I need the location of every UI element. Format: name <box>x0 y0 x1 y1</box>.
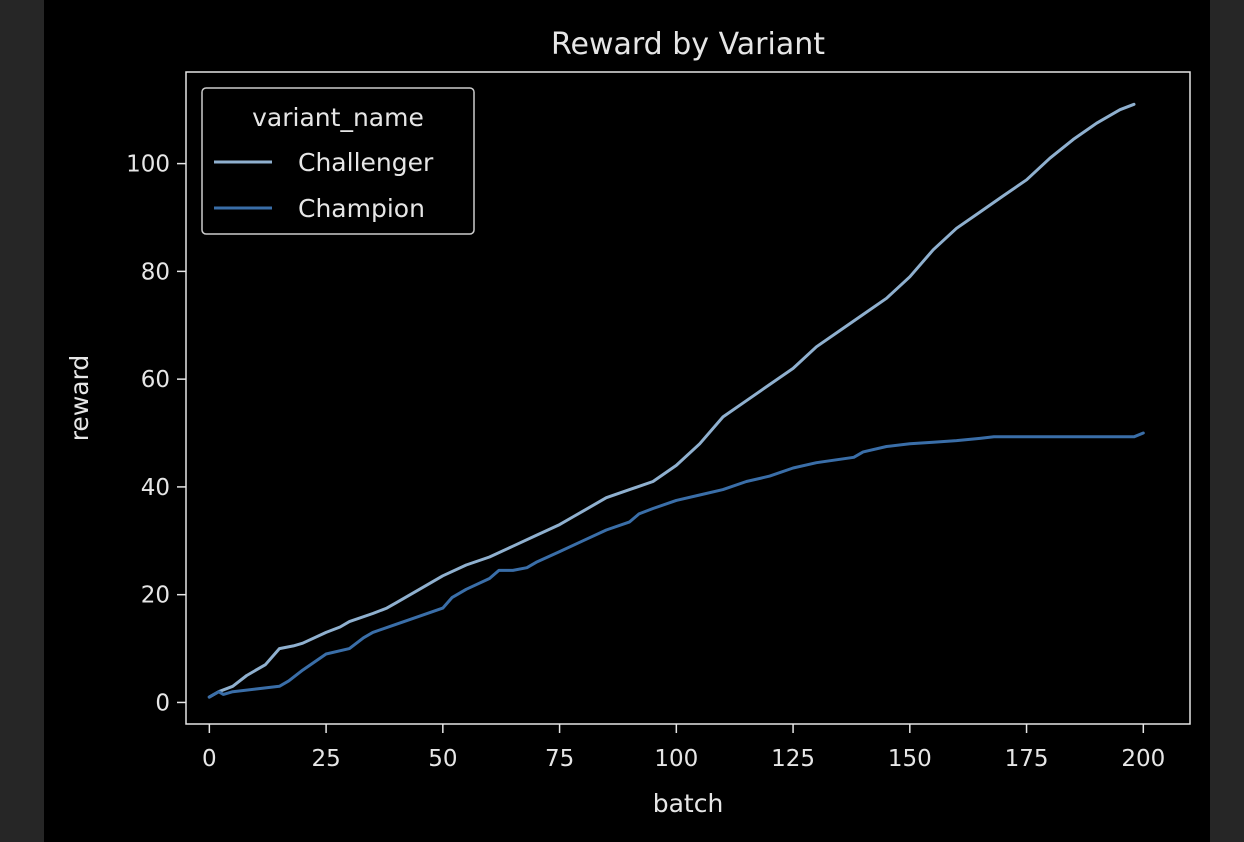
legend-box <box>201 87 475 235</box>
chart-figure: Reward by Variant 0 25 50 75 100 125 150 175 200 0… <box>44 0 1210 842</box>
y-tick-label: 40 <box>141 475 170 501</box>
series-line-champion <box>207 431 1145 699</box>
x-axis-label: batch <box>653 789 724 818</box>
y-tick-label: 20 <box>141 583 170 609</box>
x-tick-label: 175 <box>1005 746 1049 772</box>
x-tick-label: 100 <box>654 746 698 772</box>
y-tick-label: 60 <box>141 367 170 393</box>
plot-frame <box>185 71 1191 725</box>
y-tick-label: 100 <box>126 152 170 178</box>
x-tick-label: 200 <box>1121 746 1165 772</box>
x-tick-label: 25 <box>311 746 340 772</box>
x-tick-label: 0 <box>202 746 217 772</box>
y-tick-label: 0 <box>155 690 170 716</box>
legend-entry-champion: Champion <box>298 194 425 223</box>
x-tick-label: 125 <box>771 746 815 772</box>
x-tick-label: 150 <box>888 746 932 772</box>
x-tick-label: 75 <box>545 746 574 772</box>
legend-entry-challenger: Challenger <box>298 148 434 177</box>
line-chart: Reward by Variant 0 25 50 75 100 125 150 175 200 0… <box>65 27 1191 818</box>
x-tick-label: 50 <box>428 746 457 772</box>
y-tick-label: 80 <box>141 259 170 285</box>
series-line-challenger <box>207 102 1136 699</box>
y-axis-label: reward <box>65 355 94 442</box>
chart-title: Reward by Variant <box>551 27 825 62</box>
legend-title: variant_name <box>252 103 424 132</box>
